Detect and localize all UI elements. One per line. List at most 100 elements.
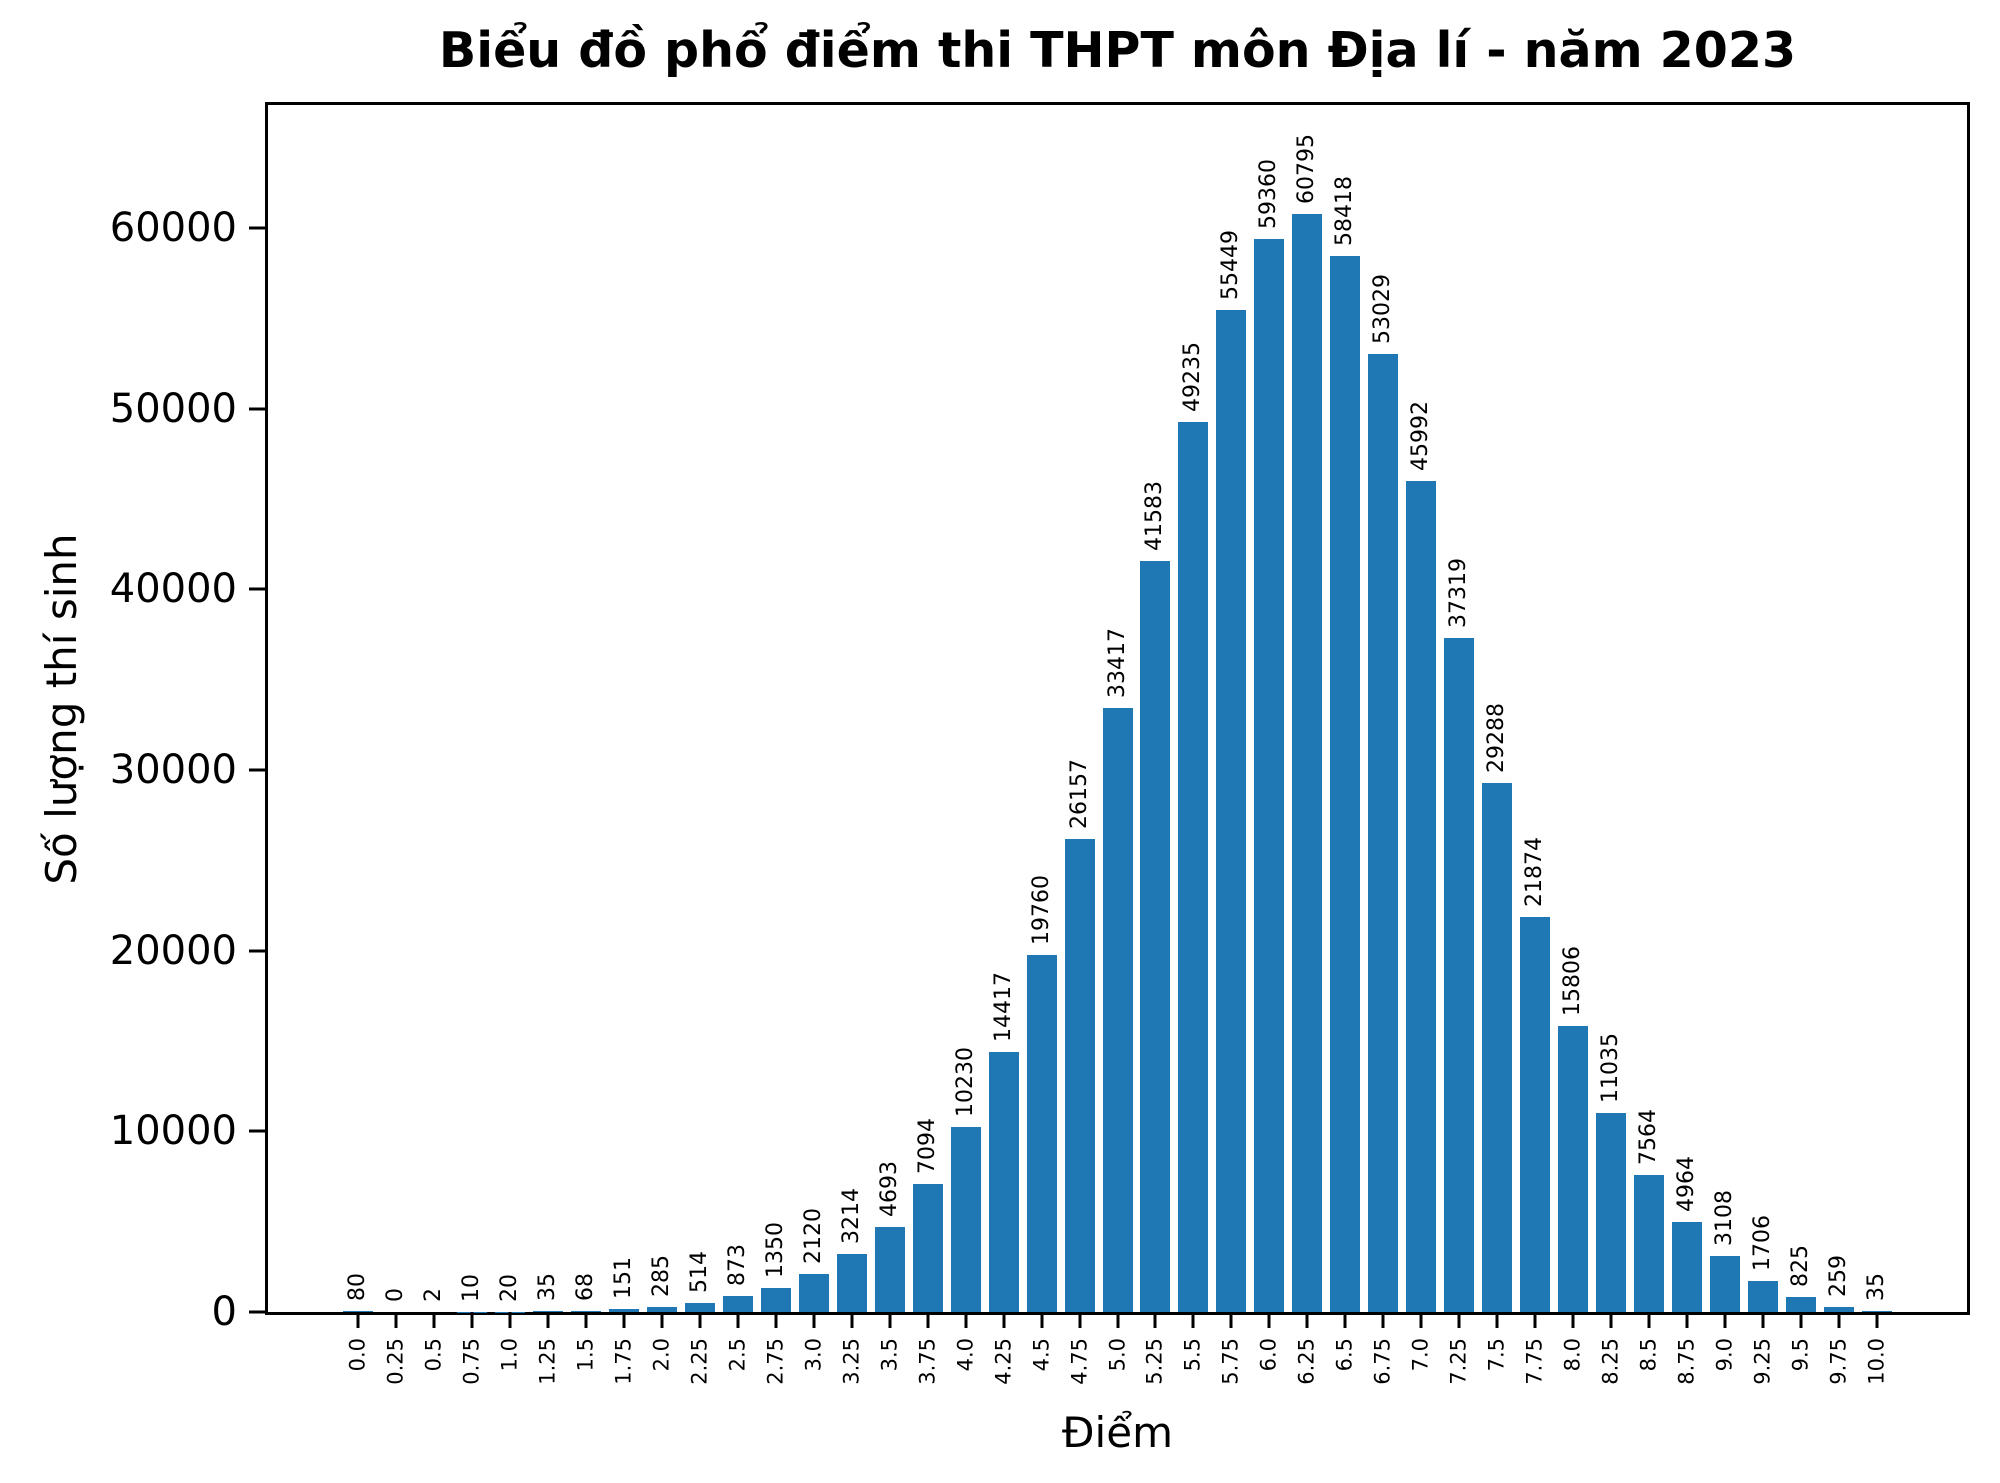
x-tick-mark — [1343, 1312, 1347, 1328]
x-tick-text: 7.75 — [1522, 1338, 1547, 1385]
x-tick-mark — [660, 1312, 664, 1328]
bar-value-text: 68 — [572, 1272, 598, 1301]
bar-value-text: 10 — [458, 1273, 484, 1302]
bar-value-label: 21874 — [1522, 837, 1547, 907]
bar-3.25 — [836, 1253, 867, 1312]
bar-value-text: 45992 — [1408, 400, 1434, 471]
x-tick-text: 3.25 — [839, 1338, 864, 1385]
bar-value-label: 1706 — [1750, 1215, 1775, 1271]
bar-5.0 — [1102, 708, 1133, 1312]
x-tick-text: 8.25 — [1598, 1338, 1623, 1385]
bar-9.5 — [1786, 1297, 1817, 1312]
bar-value-text: 825 — [1787, 1245, 1813, 1288]
x-tick-label: 1.5 — [573, 1338, 598, 1372]
bar-value-text: 60795 — [1294, 133, 1320, 204]
x-tick-mark — [1116, 1312, 1119, 1328]
x-tick-label: 2.25 — [687, 1338, 711, 1385]
bar-value-label: 1350 — [763, 1222, 788, 1278]
bar-value-label: 10 — [458, 1273, 484, 1302]
bar-9.75 — [1824, 1307, 1855, 1312]
x-tick-text: 1.25 — [535, 1338, 560, 1385]
bar-8.5 — [1634, 1175, 1665, 1312]
x-tick-mark — [1685, 1312, 1689, 1328]
bar-value-text: 58418 — [1332, 176, 1358, 247]
bar-value-label: 60795 — [1294, 133, 1320, 204]
bar-value-label: 37319 — [1446, 558, 1471, 628]
x-tick-label: 6.25 — [1295, 1338, 1319, 1385]
x-tick-text: 5.75 — [1218, 1338, 1243, 1385]
bar-value-label: 7094 — [915, 1118, 940, 1174]
x-tick-text: 9.5 — [1788, 1338, 1813, 1372]
bar-value-label: 68 — [572, 1272, 598, 1301]
bar-1.75 — [608, 1309, 639, 1312]
x-tick-text: 1.0 — [497, 1338, 522, 1372]
bar-value-text: 151 — [610, 1257, 636, 1300]
bar-value-label: 80 — [344, 1272, 370, 1301]
x-tick-label: 5.75 — [1218, 1338, 1243, 1385]
bar-1.5 — [570, 1310, 601, 1312]
y-tick-label: 40000 — [109, 566, 237, 613]
bar-value-text: 80 — [344, 1272, 370, 1301]
x-tick-mark — [356, 1312, 360, 1328]
bar-value-text: 19760 — [1028, 874, 1054, 945]
x-tick-label: 0.5 — [421, 1338, 445, 1371]
x-tick-text: 1.5 — [573, 1338, 598, 1372]
bar-value-text: 2120 — [800, 1207, 826, 1264]
x-tick-text: 10.0 — [1864, 1338, 1889, 1385]
bar-value-label: 49235 — [1180, 342, 1206, 413]
x-axis-title: Điểm — [1062, 1408, 1173, 1457]
x-tick-label: 4.5 — [1029, 1338, 1053, 1371]
bar-8.75 — [1672, 1222, 1703, 1312]
y-tick-label: 60000 — [109, 204, 237, 251]
bar-3.75 — [912, 1183, 943, 1312]
y-tick-mark — [249, 1129, 265, 1133]
x-tick-text: 0.25 — [383, 1338, 408, 1385]
bar-value-text: 285 — [648, 1254, 674, 1297]
x-tick-mark — [1078, 1312, 1082, 1328]
x-tick-mark — [1040, 1312, 1044, 1328]
x-tick-label: 4.75 — [1066, 1338, 1091, 1385]
bar-4.25 — [988, 1051, 1019, 1312]
bar-value-label: 4693 — [877, 1161, 902, 1217]
bar-value-label: 2120 — [800, 1207, 826, 1264]
x-tick-mark — [1571, 1312, 1575, 1328]
bar-2.0 — [646, 1306, 677, 1312]
x-tick-mark — [1799, 1312, 1803, 1328]
bar-7.25 — [1444, 637, 1475, 1312]
x-tick-text: 4.75 — [1066, 1338, 1091, 1385]
x-tick-mark — [508, 1312, 512, 1328]
y-tick-mark — [249, 949, 265, 953]
y-tick-label: 50000 — [109, 385, 237, 432]
bar-4.75 — [1064, 839, 1095, 1312]
bar-4.0 — [950, 1127, 981, 1312]
x-tick-mark — [888, 1312, 892, 1328]
x-tick-label: 3.5 — [877, 1338, 901, 1371]
bar-value-text: 29288 — [1484, 702, 1510, 773]
bar-value-label: 35 — [1864, 1273, 1889, 1301]
bar-value-text: 53029 — [1370, 273, 1396, 344]
bar-value-text: 33417 — [1104, 628, 1130, 699]
x-tick-mark — [546, 1312, 550, 1328]
bar-value-label: 59360 — [1256, 159, 1281, 229]
bar-6.25 — [1292, 213, 1323, 1312]
bar-value-label: 151 — [610, 1257, 636, 1300]
y-axis-title-text: Số lượng thí sinh — [37, 532, 86, 885]
x-tick-text: 6.5 — [1332, 1338, 1357, 1372]
x-tick-mark — [812, 1312, 816, 1328]
bar-value-text: 14417 — [990, 971, 1016, 1042]
x-tick-mark — [1305, 1312, 1309, 1328]
bar-value-text: 49235 — [1180, 342, 1206, 413]
x-tick-label: 0.25 — [383, 1338, 408, 1385]
y-tick-label: 0 — [211, 1289, 237, 1335]
x-tick-text: 4.25 — [991, 1338, 1016, 1385]
x-tick-mark — [1191, 1312, 1195, 1328]
x-tick-mark — [850, 1312, 854, 1328]
bar-value-label: 53029 — [1370, 273, 1396, 344]
x-tick-label: 5.5 — [1181, 1338, 1205, 1371]
x-tick-text: 1.75 — [611, 1338, 636, 1385]
y-tick-mark — [249, 226, 265, 230]
bar-value-text: 3214 — [838, 1187, 864, 1244]
x-tick-label: 10.0 — [1864, 1338, 1889, 1385]
bar-value-text: 26157 — [1066, 759, 1092, 830]
